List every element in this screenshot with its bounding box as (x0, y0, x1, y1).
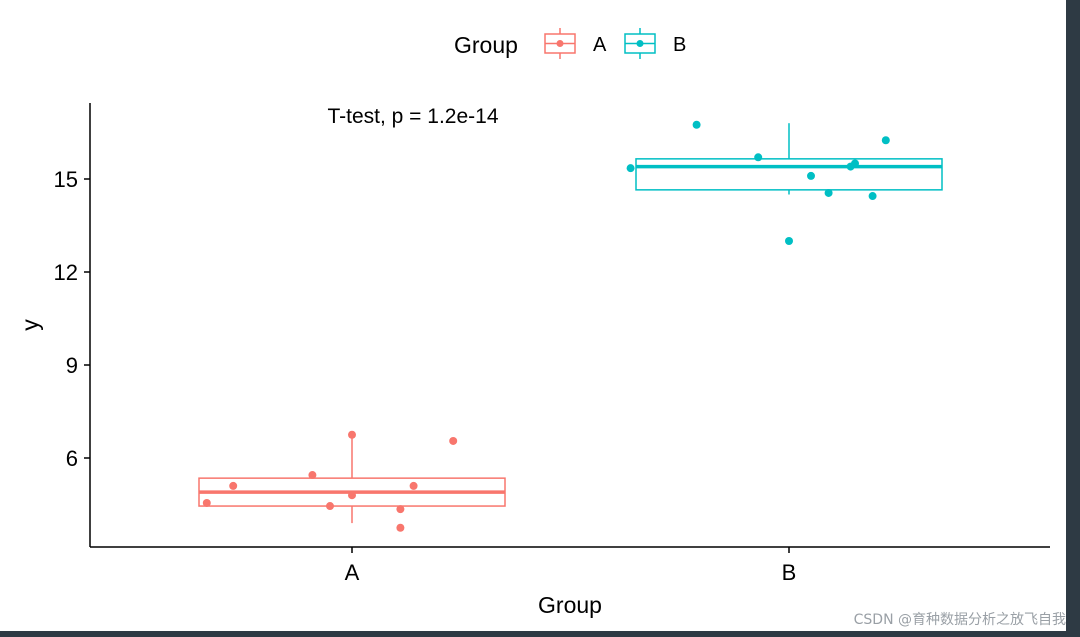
legend-key-a (544, 28, 576, 59)
data-point (785, 237, 793, 245)
box (635, 158, 943, 191)
legend-label-b: B (673, 34, 686, 56)
data-point (824, 188, 833, 197)
data-point (396, 505, 405, 514)
data-point (807, 171, 815, 180)
data-point (409, 481, 418, 490)
x-tick-label: A (345, 560, 360, 585)
x-tick-label: B (782, 560, 797, 585)
data-point (692, 120, 701, 129)
watermark: CSDN @育种数据分析之放飞自我 (853, 612, 1066, 628)
box-group-b (626, 120, 943, 245)
legend-title: Group (454, 32, 518, 58)
axes: 6 9 12 15 A B (54, 103, 1050, 585)
legend-key-b (624, 28, 656, 59)
data-point (396, 523, 405, 532)
data-point (202, 498, 211, 507)
x-axis-title: Group (538, 592, 602, 618)
data-point (449, 436, 458, 445)
y-tick-label: 12 (54, 260, 78, 285)
legend-label-a: A (593, 34, 607, 56)
plot-area (198, 120, 943, 532)
box-group-a (198, 430, 506, 532)
data-point (846, 162, 855, 171)
data-point (308, 471, 317, 480)
data-point (348, 491, 356, 500)
y-tick-label: 9 (66, 353, 78, 378)
data-point (868, 192, 877, 201)
legend-point (556, 40, 564, 47)
data-point (348, 430, 356, 439)
window-border (0, 631, 1080, 637)
boxplot-chart: Group A B T-test, p = 1.2e-14 6 9 12 15 A B Gro… (17, 28, 1050, 618)
y-axis-title: y (17, 319, 43, 331)
data-point (881, 136, 890, 145)
data-point (229, 481, 238, 490)
legend-point (636, 40, 644, 47)
legend: Group A B (454, 28, 686, 59)
y-tick-label: 6 (66, 446, 78, 471)
y-tick-label: 15 (54, 167, 78, 192)
plot-panel: Group A B T-test, p = 1.2e-14 6 9 12 15 A B Gro… (0, 0, 1066, 631)
data-point (326, 502, 334, 511)
data-point (626, 164, 635, 173)
data-point (754, 153, 763, 162)
ttest-annotation: T-test, p = 1.2e-14 (327, 105, 498, 128)
